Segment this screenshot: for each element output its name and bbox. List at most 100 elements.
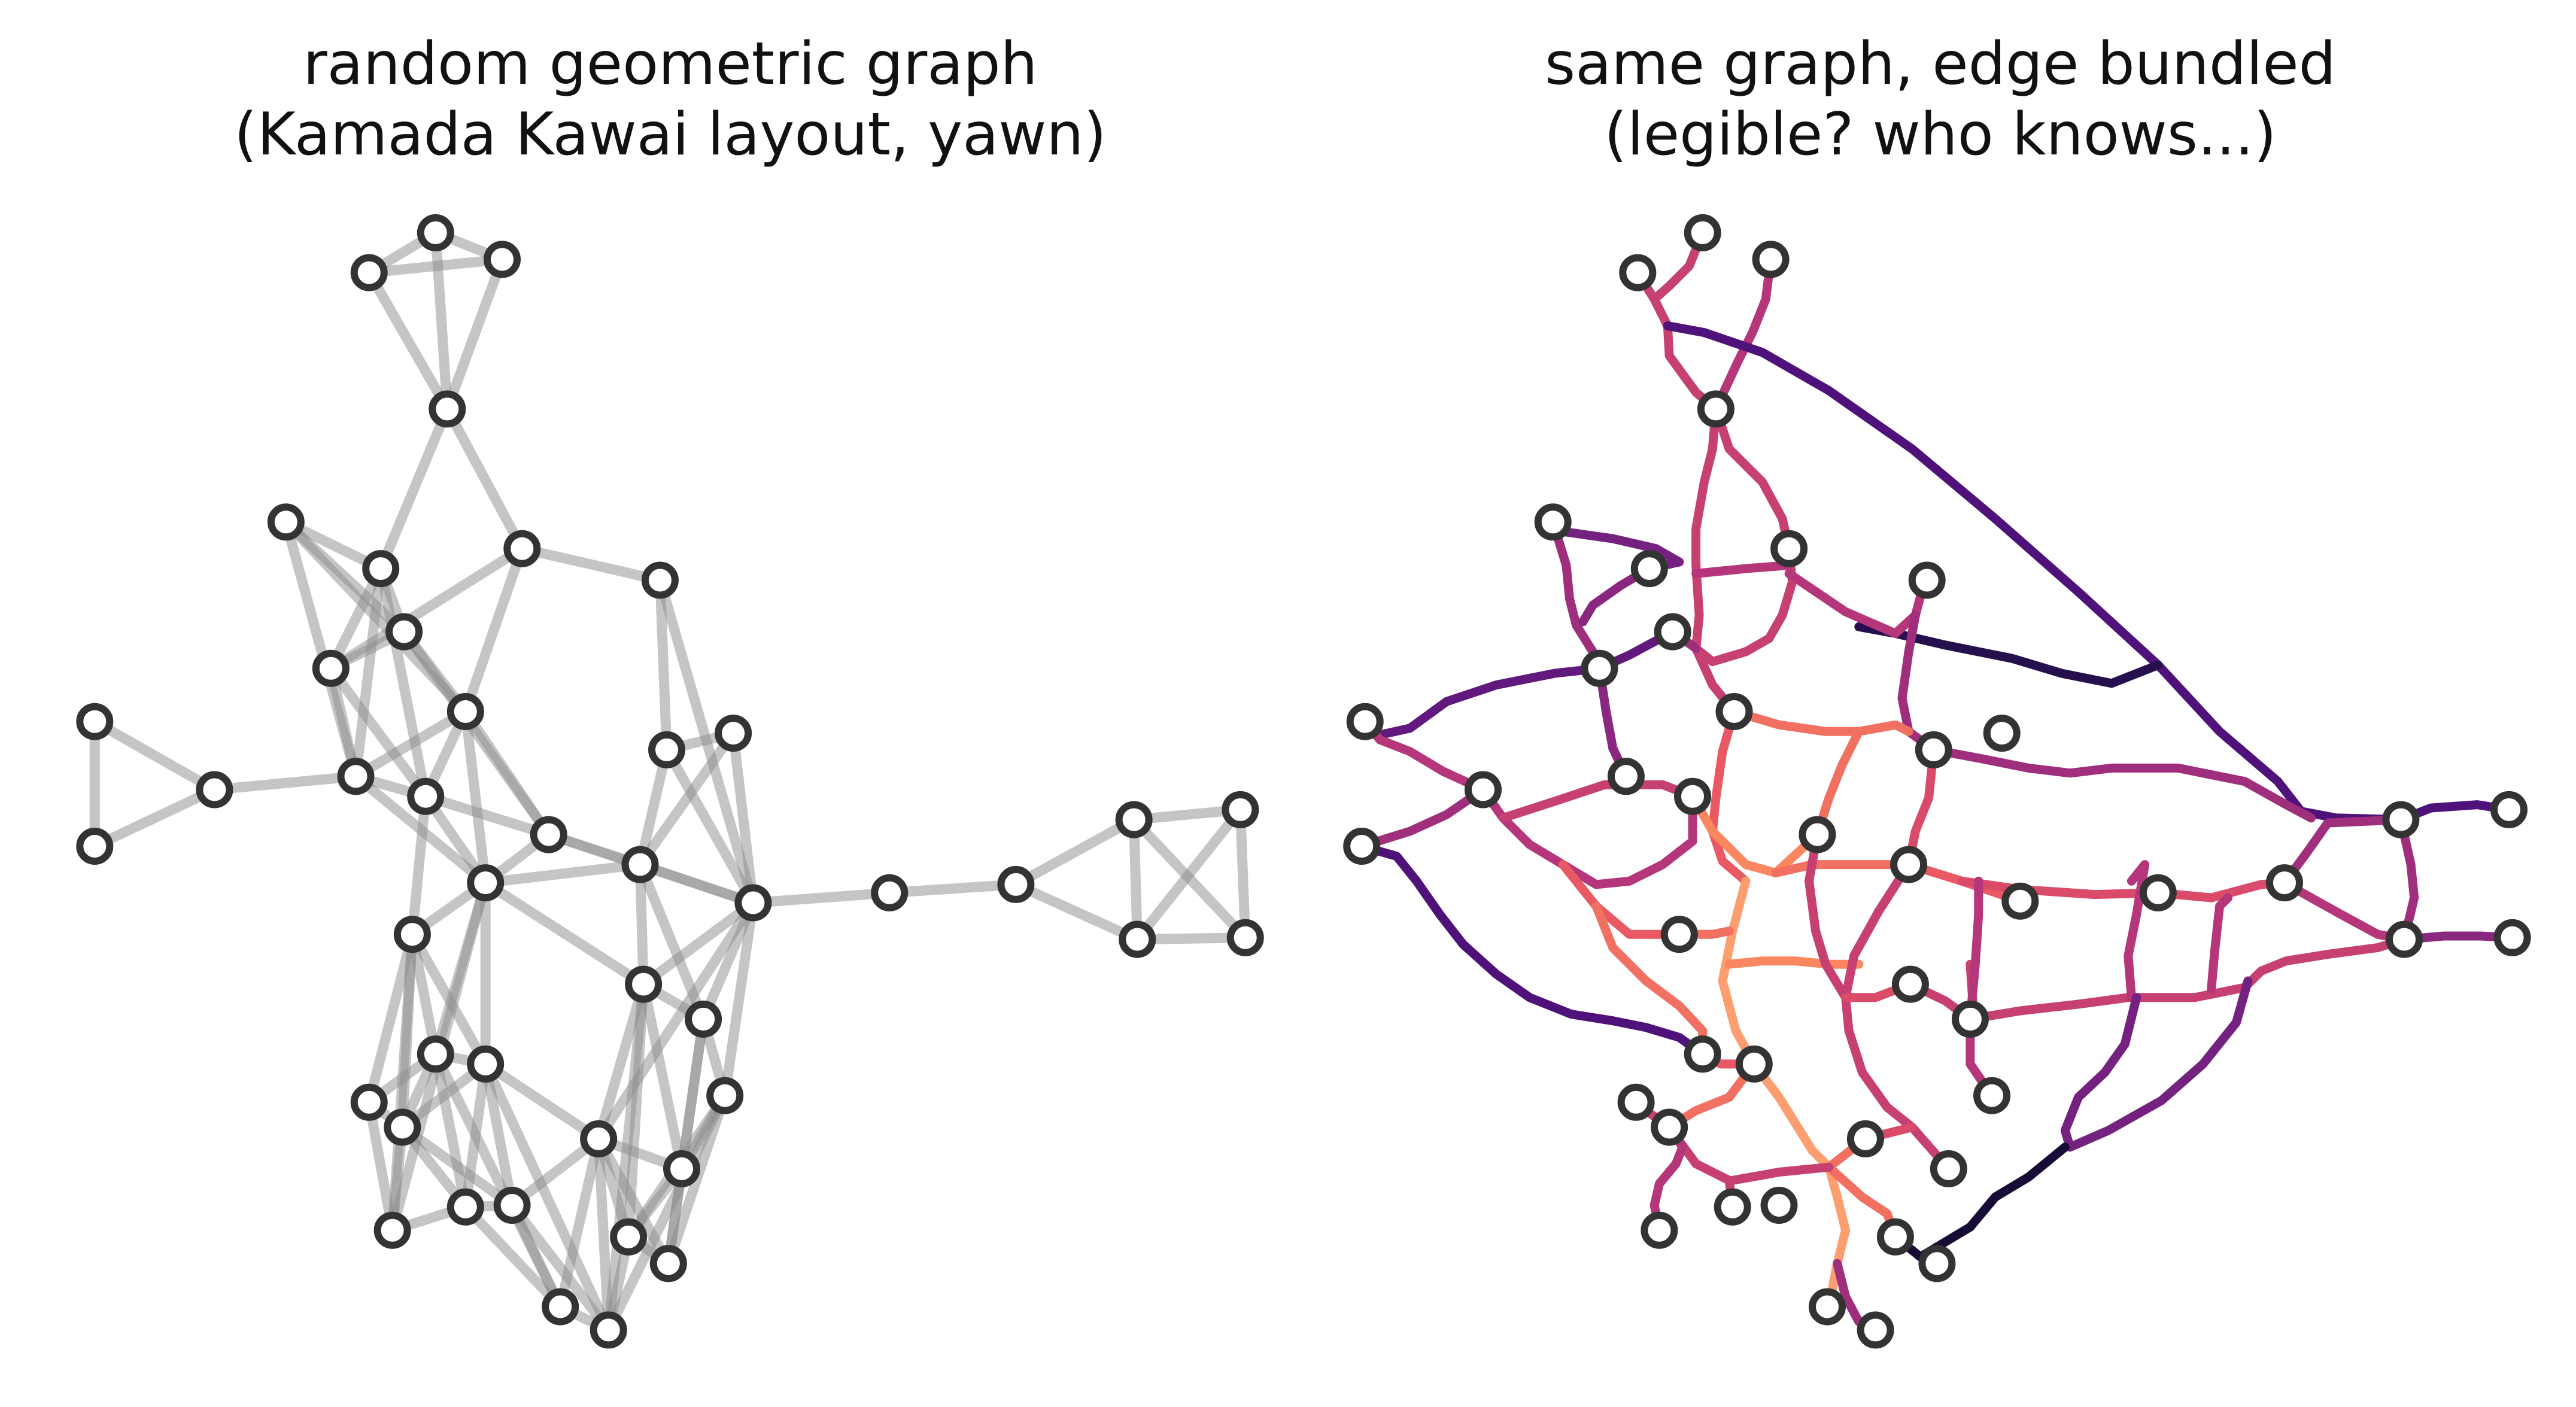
graph-node-21 [734, 884, 772, 922]
bundled-node-29 [1951, 1000, 1989, 1038]
bundled-edge-14 [1360, 664, 1604, 740]
bundled-edge-24 [1357, 785, 1488, 851]
left-title-line-2: (Kamada Kawai layout, yawn) [234, 101, 1107, 169]
graph-edge-17 [351, 563, 386, 782]
graph-node-34 [350, 1083, 388, 1121]
bundled-edge-47 [1966, 876, 1983, 1024]
graph-node-33 [706, 1077, 744, 1114]
graph-node-17 [648, 731, 685, 768]
graph-edge-115 [460, 1202, 566, 1312]
bundled-node-20 [2001, 882, 2039, 920]
bundled-node-32 [1973, 1077, 2010, 1114]
graph-edge-34 [420, 791, 554, 840]
bundled-edge-8 [1562, 527, 1684, 573]
graph-node-29 [625, 965, 663, 1003]
graph-edge-10 [460, 543, 527, 717]
graph-node-7 [641, 561, 679, 599]
bundled-node-19 [1890, 846, 1928, 883]
graph-edge-64 [593, 898, 758, 1144]
bundled-edge-1 [1633, 268, 1721, 414]
bundled-node-42 [1809, 1288, 1846, 1326]
graph-edge-26 [460, 706, 491, 888]
graph-edge-47 [635, 859, 758, 908]
bundled-edge-17 [1730, 707, 1913, 736]
graph-node-18 [715, 715, 752, 752]
graph-edge-30 [89, 716, 220, 795]
bundled-node-7 [1908, 561, 1946, 599]
bundled-node-8 [1654, 613, 1691, 651]
graph-edge-3 [430, 227, 452, 414]
graph-edge-57 [1132, 804, 1246, 945]
graph-edge-40 [655, 575, 672, 755]
bundled-node-4 [1534, 503, 1572, 541]
graph-edge-44 [635, 728, 739, 870]
right-panel-title: same graph, edge bundled (legible? who k… [1305, 29, 2576, 170]
graph-node-0 [417, 214, 454, 251]
graph-node-8 [385, 613, 423, 651]
bundled-edge-50 [1749, 1059, 1851, 1311]
graph-edge-5 [442, 254, 508, 414]
left-panel-title: random geometric graph (Kamada Kawai lay… [0, 29, 1341, 170]
graph-node-14 [196, 771, 233, 809]
graph-node-40 [493, 1187, 531, 1224]
graph-node-23 [871, 874, 909, 911]
graph-node-26 [1222, 791, 1259, 828]
bundled-node-2 [1752, 241, 1790, 278]
bundled-node-30 [1684, 1035, 1721, 1073]
graph-node-15 [76, 828, 114, 865]
graph-node-22 [393, 916, 431, 953]
graph-node-10 [446, 693, 484, 730]
left-title-line-1: random geometric graph [303, 30, 1038, 98]
graph-node-16 [530, 816, 567, 853]
bundled-node-17 [1915, 731, 1952, 768]
bundled-node-36 [1930, 1150, 1967, 1187]
bundled-edge-44 [1966, 935, 2409, 1024]
bundled-edge-27 [1718, 876, 1759, 1069]
bundled-edge-29 [1771, 860, 1913, 877]
bundled-node-40 [1876, 1218, 1914, 1256]
bundled-edge-3 [1663, 321, 2405, 825]
bundled-node-38 [1714, 1188, 1751, 1226]
graph-edge-48 [480, 859, 645, 888]
bundled-node-0 [1684, 214, 1721, 251]
graph-edge-60 [480, 877, 649, 990]
right-title-line-1: same graph, edge bundled [1545, 30, 2336, 98]
graph-edge-24 [351, 706, 471, 782]
graph-node-30 [685, 1000, 722, 1038]
graph-node-37 [663, 1150, 700, 1187]
right-graph-nodes [1343, 214, 2531, 1349]
bundled-edge-22 [1478, 785, 1697, 889]
bundled-node-41 [1918, 1245, 1956, 1283]
graph-edge-27 [460, 706, 554, 840]
graph-edge-45 [728, 728, 758, 908]
bundled-edge-59 [1650, 1123, 1687, 1235]
graph-edge-98 [555, 1133, 604, 1312]
bundled-node-31 [1735, 1045, 1773, 1083]
bundled-node-14 [1465, 771, 1502, 809]
graph-node-24 [997, 865, 1035, 903]
bundled-edge-31 [1957, 876, 2163, 899]
graph-edge-6 [375, 403, 452, 574]
graph-edge-46 [661, 744, 758, 908]
graph-node-41 [610, 1218, 648, 1256]
bundled-node-21 [2139, 874, 2177, 911]
graph-node-4 [267, 503, 305, 541]
graph-edge-83 [430, 1049, 471, 1212]
bundled-edge-28 [1724, 956, 1864, 969]
bundled-edge-19 [1812, 727, 1864, 840]
right-title-line-2: (legible? who knows...) [1604, 101, 2277, 169]
bundled-edge-34 [2396, 815, 2419, 944]
graph-edge-50 [748, 888, 895, 908]
bundled-node-34 [1651, 1108, 1688, 1146]
graph-edge-117 [480, 1059, 614, 1335]
bundled-edge-33 [2280, 815, 2405, 888]
graph-edge-63 [719, 898, 758, 1101]
graph-node-11 [76, 703, 114, 740]
bundled-node-22 [1660, 916, 1698, 953]
bundled-node-16 [1799, 816, 1836, 853]
graph-edge-31 [89, 785, 220, 852]
bundled-node-35 [1846, 1120, 1884, 1157]
graph-node-5 [362, 550, 400, 588]
bundled-edge-36 [2280, 878, 2409, 944]
graph-node-42 [649, 1245, 687, 1283]
